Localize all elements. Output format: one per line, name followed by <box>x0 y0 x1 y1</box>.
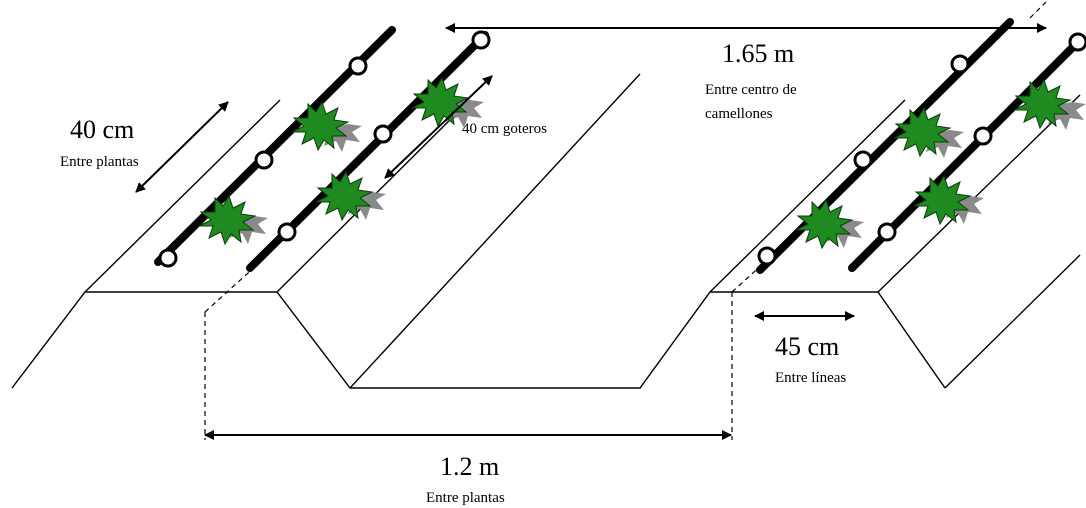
emitter <box>373 124 393 144</box>
right-bed-back-edge <box>709 99 906 293</box>
line-spacing-value: 45 cm <box>775 332 839 361</box>
left-diag-guide <box>204 263 259 313</box>
emitter <box>158 248 178 268</box>
left-bed-back-edge <box>84 99 281 293</box>
plant-icon <box>913 174 972 226</box>
plant-icon <box>1013 78 1072 130</box>
right-bed-slope <box>944 254 1081 389</box>
emitter <box>471 30 491 50</box>
bed-outlines <box>11 73 1081 389</box>
emitter <box>853 150 873 170</box>
plant-icon <box>795 198 854 250</box>
plant-spacing-value: 40 cm <box>70 115 134 144</box>
bed-width-caption: Entre plantas <box>426 490 505 506</box>
plant-shadows <box>222 100 1086 248</box>
dimension-arrows <box>135 23 1047 440</box>
bed-center-caption-line2: camellones <box>705 106 773 122</box>
left-bed-outline <box>11 291 946 389</box>
plant-icon <box>198 194 257 246</box>
bed-width-value: 1.2 m <box>440 452 499 481</box>
furrow-back-edge <box>349 73 641 389</box>
dripper-spacing-label: 40 cm goteros <box>462 121 547 137</box>
plant-spacing-arrow <box>135 101 229 193</box>
emitter <box>877 222 897 242</box>
bed-center-caption-line1: Entre centro de <box>705 82 797 98</box>
plant-spacing-caption: Entre plantas <box>60 154 139 170</box>
guide-lines <box>204 1 1047 440</box>
emitters <box>158 30 1086 268</box>
emitter <box>950 54 970 74</box>
plant-icon <box>893 106 952 158</box>
dripper-spacing-arrow <box>384 75 493 179</box>
emitter <box>254 150 274 170</box>
emitter <box>973 126 993 146</box>
plants <box>198 76 1072 250</box>
plant-icon <box>291 100 350 152</box>
right-bed-ridge <box>877 94 1081 293</box>
line-spacing-caption: Entre líneas <box>775 370 846 386</box>
top-right-guide <box>1029 1 1047 19</box>
emitter <box>1068 32 1086 52</box>
bed-center-value: 1.65 m <box>722 39 794 68</box>
plant-icon <box>315 170 374 222</box>
emitter <box>348 56 368 76</box>
emitter <box>757 246 777 266</box>
emitter <box>277 222 297 242</box>
